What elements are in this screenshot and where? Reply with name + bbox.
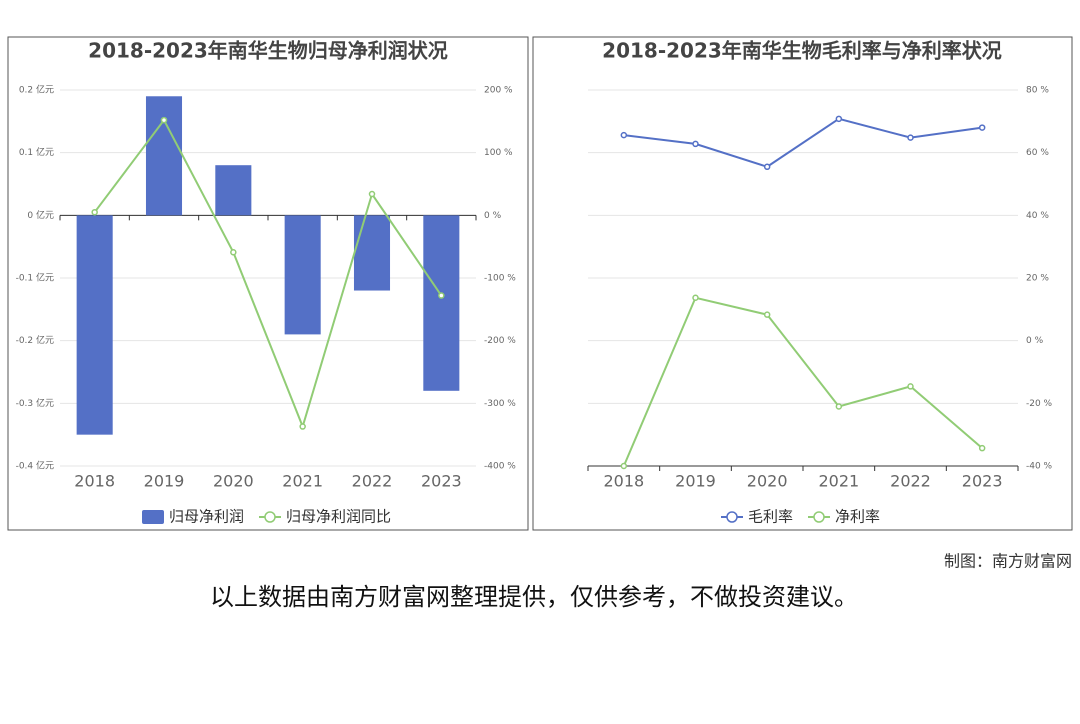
point xyxy=(91,208,98,216)
y-tick-label: 0.1 亿元 xyxy=(19,146,54,158)
legend-swatch xyxy=(813,511,825,523)
chart-title: 2018-2023年南华生物毛利率与净利率状况 xyxy=(602,39,1002,63)
point xyxy=(299,423,306,430)
bar xyxy=(284,215,321,335)
line xyxy=(623,117,983,168)
point xyxy=(835,115,843,123)
point xyxy=(978,124,986,131)
x-tick-label: 2020 xyxy=(747,472,788,491)
point xyxy=(907,383,914,390)
legend-label: 归母净利润同比 xyxy=(286,508,391,526)
point xyxy=(763,163,771,171)
y2-tick-label: -300 % xyxy=(484,399,516,409)
point xyxy=(835,403,843,410)
footer-note: 以上数据由南方财富网整理提供，仅供参考，不做投资建议。 xyxy=(210,583,858,611)
legend-label: 净利率 xyxy=(835,508,880,526)
point xyxy=(438,292,445,299)
x-tick-label: 2020 xyxy=(213,472,254,491)
chart-title: 2018-2023年南华生物归母净利润状况 xyxy=(88,39,448,63)
x-tick-label: 2021 xyxy=(818,472,859,491)
y-tick-label: -0.3 亿元 xyxy=(16,397,54,409)
credit: 制图：南方财富网 xyxy=(944,552,1072,571)
x-tick-label: 2023 xyxy=(962,472,1003,491)
point xyxy=(230,249,237,256)
point xyxy=(160,116,168,124)
x-tick-label: 2018 xyxy=(74,472,115,491)
x-tick-label: 2021 xyxy=(282,472,323,491)
y2-tick-label: -40 % xyxy=(1026,462,1053,472)
point xyxy=(692,140,699,148)
x-tick-label: 2022 xyxy=(352,472,393,491)
line xyxy=(93,118,443,430)
panel-frame xyxy=(7,36,529,531)
y-tick-label: -0.4 亿元 xyxy=(16,460,54,472)
y2-tick-label: 60 % xyxy=(1026,148,1049,158)
bar xyxy=(76,215,113,435)
y-tick-label: 0.2 亿元 xyxy=(19,84,54,96)
y2-tick-label: 40 % xyxy=(1026,211,1049,221)
point xyxy=(763,311,771,318)
bar xyxy=(423,215,460,391)
y2-tick-label: -200 % xyxy=(484,336,516,346)
y2-tick-label: -400 % xyxy=(484,462,516,472)
point xyxy=(620,462,628,470)
y2-tick-label: 20 % xyxy=(1026,274,1049,284)
x-tick-label: 2019 xyxy=(144,472,185,491)
y-tick-label: -0.2 亿元 xyxy=(16,334,54,346)
y2-tick-label: 100 % xyxy=(484,148,513,158)
point xyxy=(368,190,376,198)
bar xyxy=(353,215,391,291)
y-tick-label: 0 亿元 xyxy=(27,209,54,221)
legend-label: 毛利率 xyxy=(748,508,793,526)
y2-tick-label: 200 % xyxy=(484,86,513,96)
x-tick-label: 2018 xyxy=(603,472,644,491)
line xyxy=(622,296,983,467)
bar xyxy=(145,96,183,216)
legend-swatch xyxy=(726,511,738,523)
point xyxy=(620,131,628,139)
legend-swatch xyxy=(142,510,164,524)
panel-frame xyxy=(532,36,1073,531)
y2-tick-label: 0 % xyxy=(484,211,502,221)
y2-tick-label: -20 % xyxy=(1026,399,1053,409)
x-tick-label: 2022 xyxy=(890,472,931,491)
bar xyxy=(215,165,252,216)
x-tick-label: 2023 xyxy=(421,472,462,491)
legend-label: 归母净利润 xyxy=(169,508,244,526)
legend-swatch xyxy=(264,511,276,523)
y2-tick-label: 0 % xyxy=(1026,336,1044,346)
point xyxy=(692,294,699,301)
y-tick-label: -0.1 亿元 xyxy=(16,272,54,284)
x-tick-label: 2019 xyxy=(675,472,716,491)
point xyxy=(907,134,914,141)
y2-tick-label: -100 % xyxy=(484,274,516,284)
y2-tick-label: 80 % xyxy=(1026,86,1049,96)
point xyxy=(978,444,986,452)
